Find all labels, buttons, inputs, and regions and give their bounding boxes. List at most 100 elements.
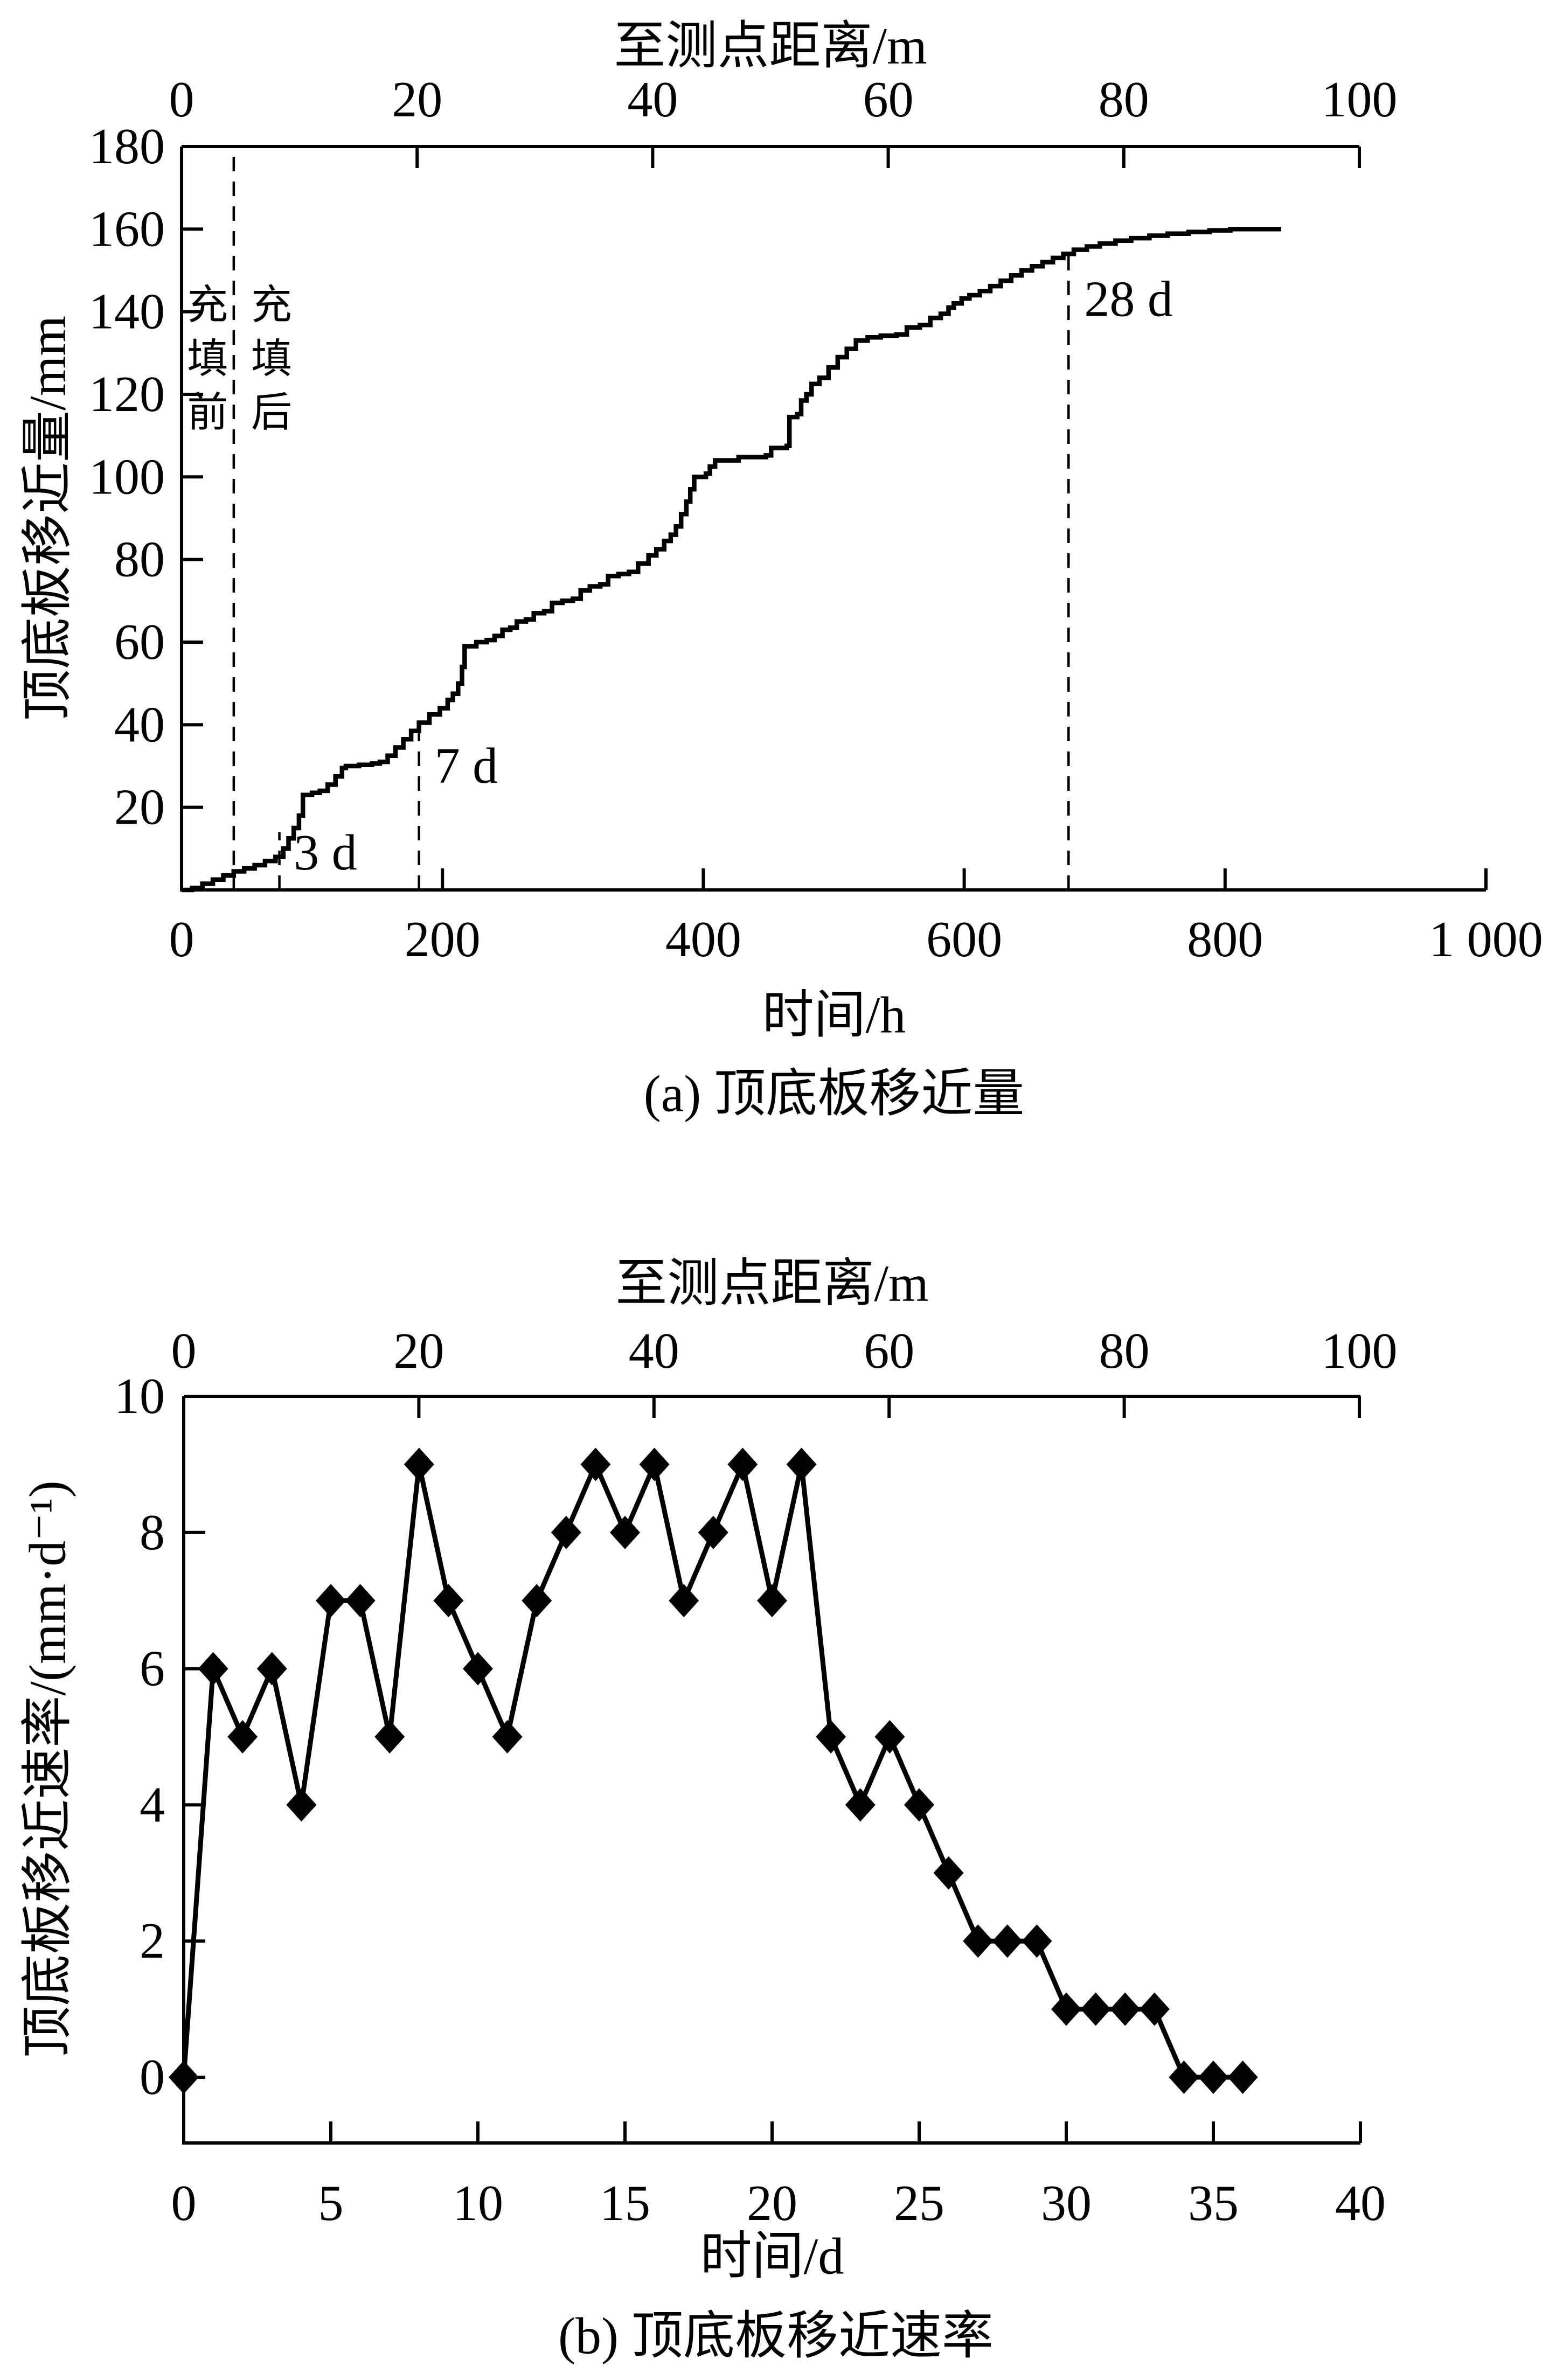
chart-a-y-tick-label: 100: [89, 449, 165, 505]
chart-a-top-axis-title: 至测点距离/m: [614, 17, 927, 75]
chart-b-x-tick-label: 15: [600, 2175, 650, 2231]
chart-a-caption: (a) 顶底板移近量: [644, 1065, 1025, 1123]
diamond-marker: [1227, 2061, 1258, 2094]
chart-a-annotation-label: 28 d: [1084, 272, 1173, 328]
diamond-marker: [845, 1788, 876, 1822]
chart-b-y-tick-label: 4: [140, 1777, 165, 1833]
chart-a-x-tick-label: 0: [169, 911, 195, 968]
diamond-marker: [992, 1924, 1023, 1958]
diamond-marker: [639, 1448, 670, 1481]
fill-label-char: 后: [251, 390, 292, 435]
diamond-marker: [1198, 2061, 1228, 2094]
diamond-marker: [433, 1584, 464, 1618]
chart-b-x-tick-label: 35: [1188, 2175, 1239, 2231]
chart-b-rate-line: [181, 1456, 1243, 2080]
chart-a-annotation-label: 7 d: [435, 738, 498, 794]
chart-a-x-tick-label: 400: [665, 911, 741, 968]
chart-b-top-tick-label: 100: [1322, 1323, 1398, 1379]
chart-a-step-curve: [182, 227, 1281, 893]
diamond-marker: [904, 1788, 934, 1822]
chart-a-y-tick-label: 180: [89, 119, 165, 175]
diamond-marker: [727, 1448, 758, 1481]
chart-a-x-tick-label: 800: [1187, 911, 1263, 968]
chart-a-x-tick-label: 600: [926, 911, 1002, 968]
chart-a-top-tick-label: 40: [627, 72, 678, 128]
chart-a-top-tick-label: 60: [863, 72, 914, 128]
chart-a-top-tick-label: 80: [1099, 72, 1149, 128]
diamond-marker: [933, 1856, 964, 1890]
diamond-marker: [580, 1448, 611, 1481]
chart-b-caption: (b) 顶底板移近速率: [558, 2307, 994, 2365]
chart-b-top-tick-label: 60: [864, 1323, 914, 1379]
chart-a-x-axis-title: 时间/h: [762, 986, 906, 1044]
diamond-marker: [610, 1515, 640, 1549]
fill-label-char: 充: [187, 283, 228, 328]
diamond-marker: [316, 1584, 346, 1618]
diamond-marker: [169, 2061, 199, 2094]
diamond-marker: [492, 1720, 523, 1753]
diamond-marker: [551, 1515, 581, 1549]
diamond-marker: [198, 1652, 228, 1686]
chart-b-y-tick-label: 0: [140, 2049, 165, 2105]
diamond-marker: [1169, 2061, 1199, 2094]
chart-b-y-tick-label: 6: [140, 1641, 165, 1697]
fill-label-char: 填: [251, 337, 292, 382]
chart-a-y-tick-label: 140: [89, 284, 165, 340]
diamond-marker: [698, 1515, 728, 1549]
chart-a-y-tick-label: 60: [114, 614, 165, 670]
chart-b-x-tick-label: 25: [894, 2175, 944, 2231]
diamond-marker: [374, 1720, 405, 1753]
chart-b-y-tick-label: 2: [140, 1913, 165, 1969]
diamond-marker: [816, 1720, 846, 1753]
chart-b-x-tick-label: 0: [171, 2175, 197, 2231]
chart-a-top-tick-label: 0: [169, 72, 195, 128]
chart-a-y-axis-title: 顶底板移近量/mm: [19, 316, 77, 721]
chart-b-top-tick-label: 0: [171, 1323, 197, 1379]
chart-b-x-axis-title: 时间/d: [700, 2228, 844, 2285]
diamond-marker: [757, 1584, 787, 1618]
diamond-marker: [522, 1584, 552, 1618]
fill-after-label: 充填后: [251, 283, 292, 435]
fill-label-char: 充: [251, 283, 292, 328]
chart-a-y-tick-label: 40: [114, 697, 165, 753]
chart-a-y-tick-label: 120: [89, 366, 165, 422]
chart-b-convergence-rate: 0 5 10 15 20 25 30 35 40 0 20 40 60 80 100 0 2 4 6 8 10 至测点距离…: [19, 1255, 1398, 2365]
chart-a-x-tick-label: 200: [405, 911, 481, 968]
diamond-marker: [786, 1448, 817, 1481]
diamond-marker: [345, 1584, 376, 1618]
diamond-marker: [286, 1788, 317, 1822]
chart-a-convergence: 0 200 400 600 800 1 000 0 20 40 60 80 100 20 40 60 80 10…: [19, 17, 1543, 1123]
chart-b-x-tick-label: 20: [747, 2175, 797, 2231]
chart-b-top-tick-label: 40: [629, 1323, 679, 1379]
chart-b-top-axis-title: 至测点距离/m: [615, 1255, 928, 1312]
chart-a-left-bottom-axis: [180, 147, 1486, 892]
diamond-marker: [256, 1652, 287, 1686]
chart-b-x-tick-label: 5: [318, 2175, 344, 2231]
fill-label-char: 填: [187, 337, 228, 382]
chart-b-top-tick-label: 20: [393, 1323, 444, 1379]
chart-a-y-tick-label: 160: [89, 201, 165, 257]
diamond-marker: [1080, 1992, 1111, 2026]
diamond-marker: [1022, 1924, 1052, 1958]
diamond-marker: [669, 1584, 699, 1618]
fill-label-char: 前: [187, 390, 228, 435]
diamond-marker: [1110, 1992, 1141, 2026]
diamond-marker: [463, 1652, 493, 1686]
chart-b-left-bottom-axis: [182, 1396, 1360, 2145]
diamond-marker: [227, 1720, 258, 1753]
chart-b-y-tick-label: 8: [140, 1505, 165, 1561]
chart-a-annotation-label: 3 d: [294, 825, 357, 881]
diamond-marker: [404, 1448, 434, 1481]
fill-before-label: 充填前: [187, 283, 228, 435]
chart-a-top-tick-label: 20: [392, 72, 442, 128]
chart-a-top-tick-label: 100: [1322, 72, 1398, 128]
diamond-marker: [874, 1720, 905, 1753]
diamond-marker: [963, 1924, 994, 1958]
chart-b-x-tick-label: 10: [453, 2175, 503, 2231]
chart-b-y-axis-title: 顶底板移近速率/(mm·d⁻¹): [19, 1480, 77, 2057]
diamond-marker: [1139, 1992, 1170, 2026]
chart-a-x-tick-label: 1 000: [1429, 911, 1543, 968]
chart-b-top-tick-label: 80: [1099, 1323, 1150, 1379]
